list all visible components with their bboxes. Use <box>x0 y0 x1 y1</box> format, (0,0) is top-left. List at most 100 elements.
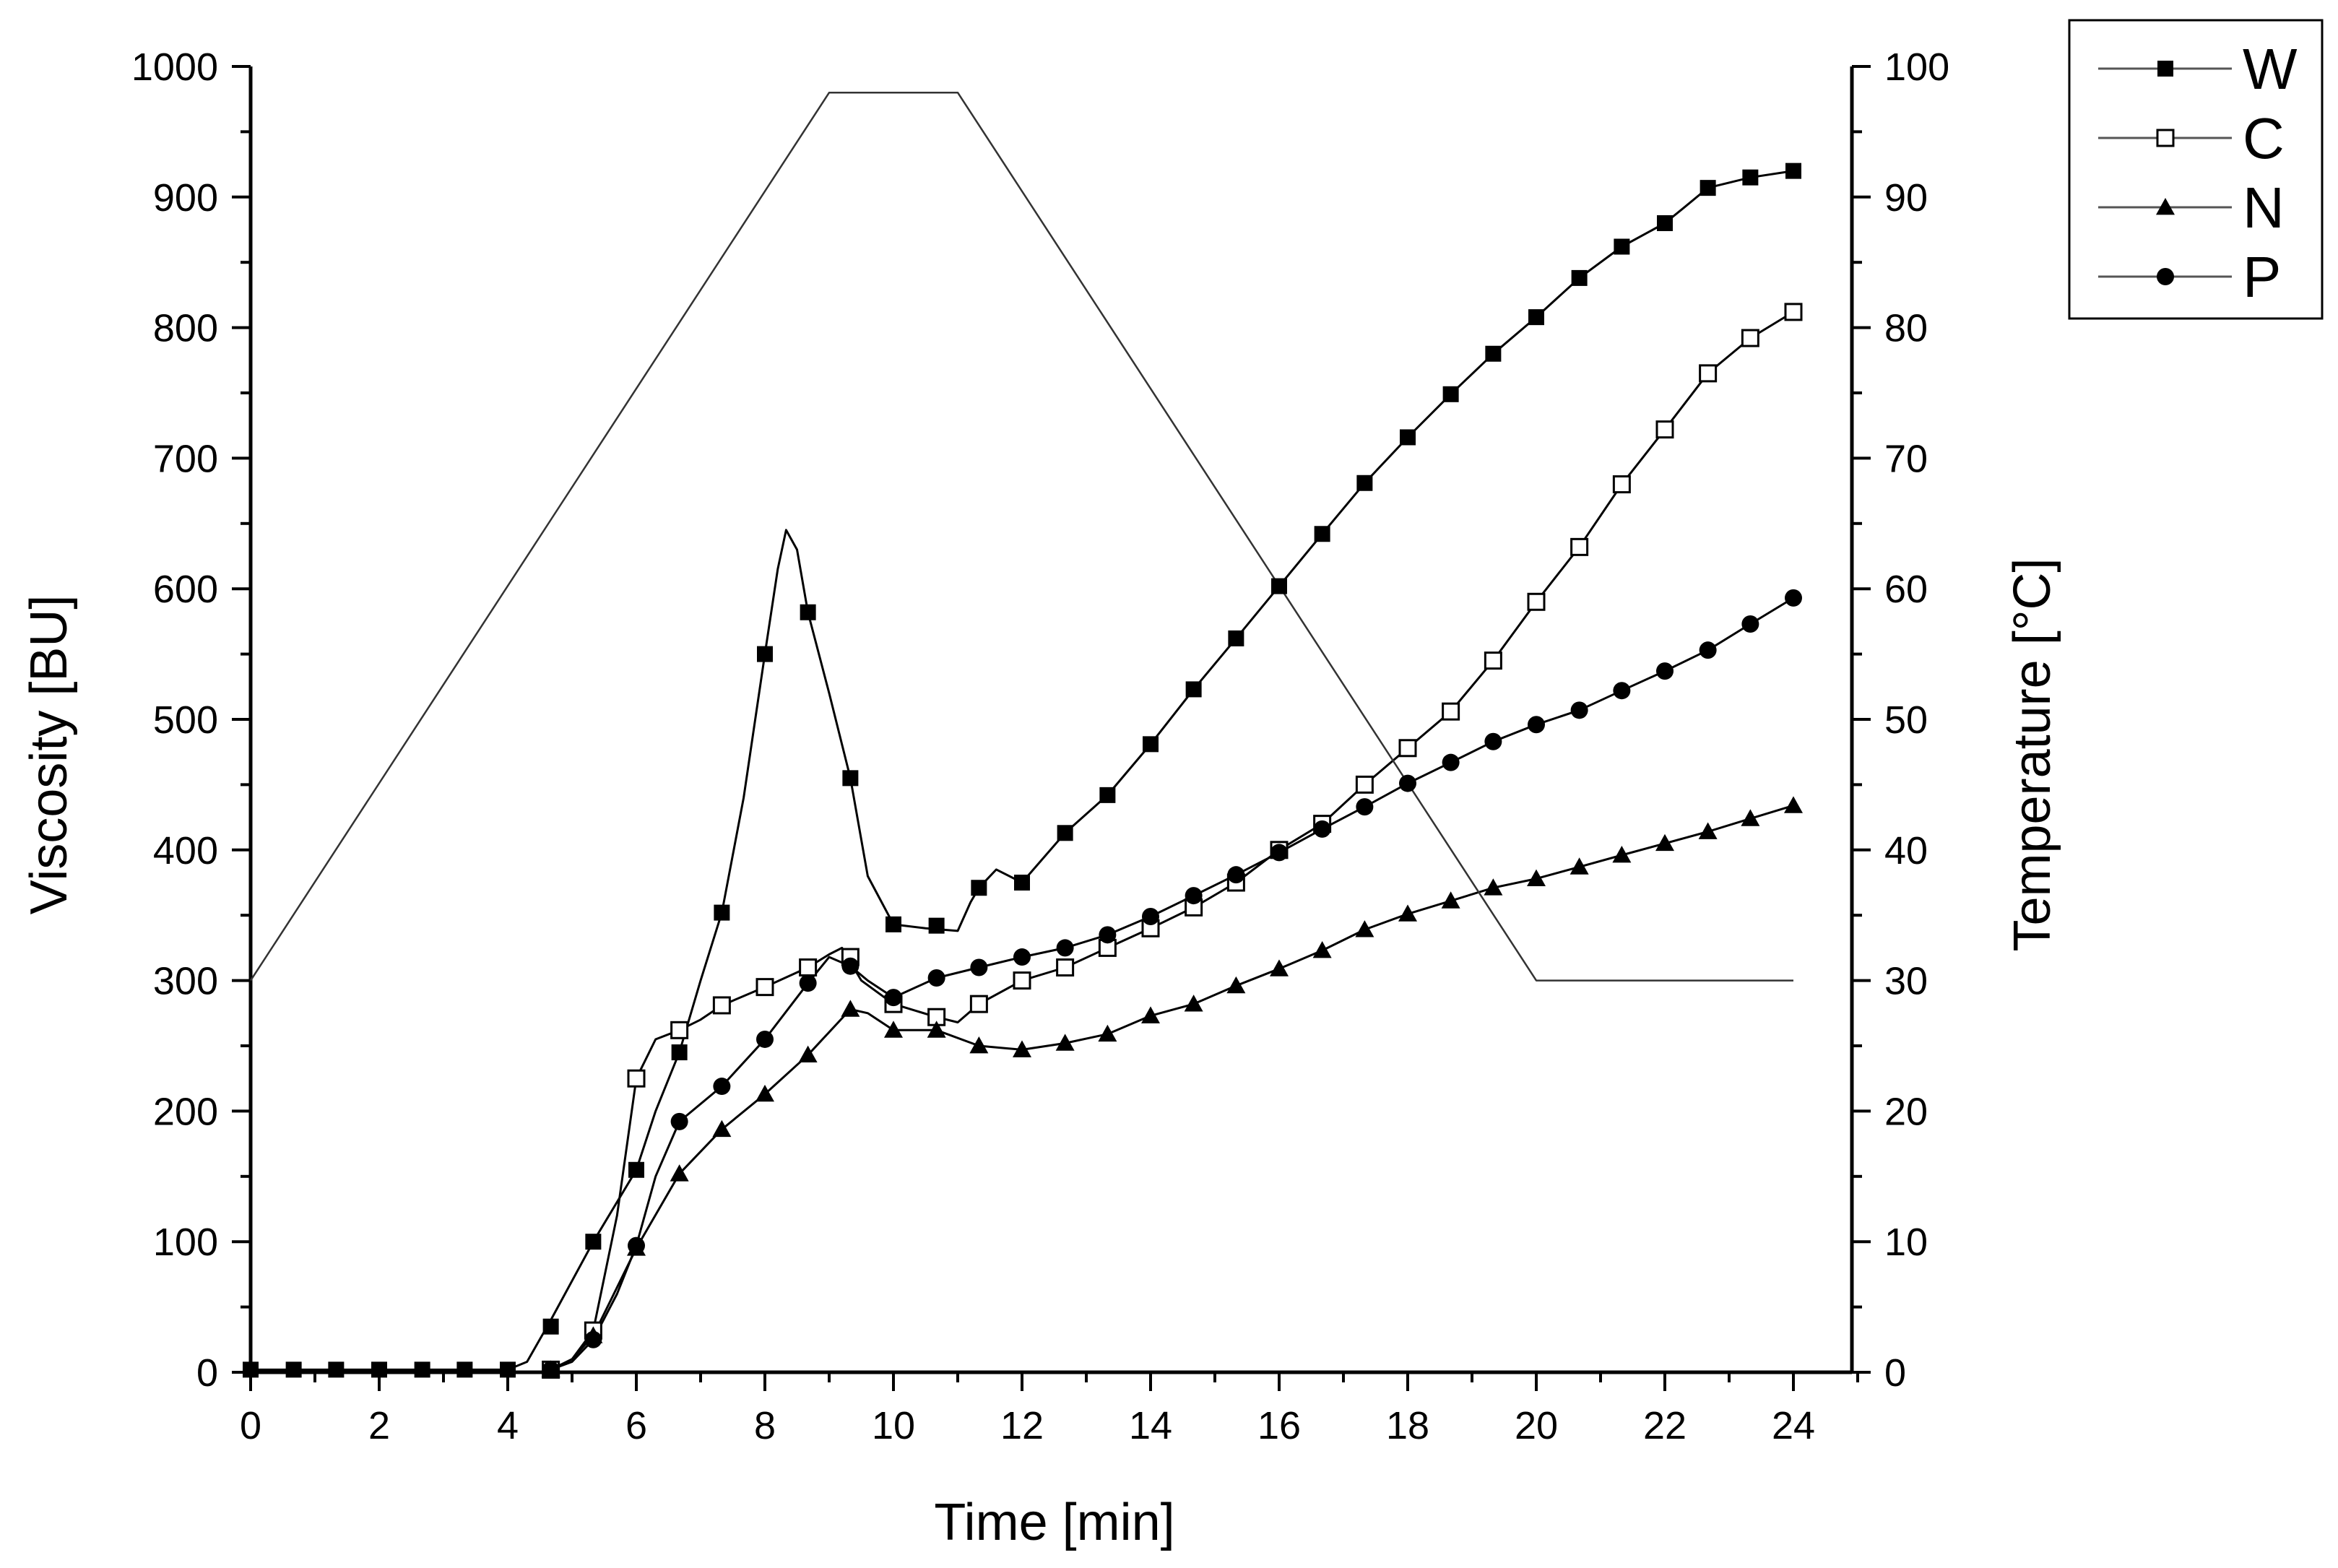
y-tick-label: 1000 <box>131 46 218 89</box>
series-point-c <box>1442 702 1460 721</box>
series-point-c <box>1655 420 1674 439</box>
series-point-p <box>1099 926 1117 944</box>
series-point-c <box>1398 739 1417 758</box>
series-point-w <box>1356 475 1373 491</box>
y2-tick-label: 20 <box>1884 1090 1928 1133</box>
y2-axis-title: Temperature [°C] <box>2004 558 2061 952</box>
series-point-n <box>1527 869 1546 886</box>
x-tick-label: 2 <box>368 1404 390 1447</box>
series-point-p <box>1484 732 1502 750</box>
series-point-w <box>1614 238 1630 255</box>
series-point-w <box>585 1234 602 1250</box>
series-point-w <box>1785 163 1801 179</box>
series-point-w <box>971 880 987 896</box>
series-point-p <box>713 1078 731 1096</box>
y2-tick-label: 10 <box>1884 1221 1928 1264</box>
series-point-c <box>1484 651 1502 670</box>
series-point-c <box>627 1069 646 1088</box>
series-point-n <box>1398 904 1417 922</box>
series-point-p <box>584 1330 602 1348</box>
legend-box <box>2068 19 2324 320</box>
legend-label-n: N <box>2243 176 2285 240</box>
series-point-p <box>1741 615 1759 633</box>
series-point-p <box>1528 716 1545 734</box>
series-point-w <box>542 1318 559 1335</box>
x-tick-label: 12 <box>1000 1404 1044 1447</box>
series-point-n <box>1570 857 1589 875</box>
series-point-n <box>798 1045 818 1063</box>
series-point-c <box>1355 775 1374 794</box>
legend-label-p: P <box>2243 245 2281 309</box>
series-point-w <box>1057 825 1073 841</box>
series-point-p <box>1227 866 1245 884</box>
y-tick-label: 800 <box>153 307 218 350</box>
legend-marker-n <box>2156 198 2175 215</box>
x-tick-label: 6 <box>625 1404 647 1447</box>
series-point-w <box>1442 386 1459 402</box>
y-tick-label: 200 <box>153 1090 218 1133</box>
series-point-p <box>1313 820 1331 838</box>
series-point-p <box>542 1361 560 1379</box>
series-point-w <box>928 917 945 934</box>
series-point-w <box>1485 345 1502 362</box>
series-point-p <box>1399 774 1416 792</box>
x-tick-label: 20 <box>1515 1404 1558 1447</box>
series-point-n <box>927 1021 946 1038</box>
series-point-p <box>1013 948 1031 966</box>
series-point-w <box>1271 578 1287 594</box>
series-point-p <box>1356 798 1374 816</box>
y2-ticks-group: 0 10 20 30 40 50 60 70 80 90 100 <box>1852 46 1949 1395</box>
series-point-c <box>1056 958 1075 977</box>
series-point-n <box>1098 1024 1117 1042</box>
series-point-w <box>1228 630 1244 646</box>
y-tick-label: 300 <box>153 960 218 1003</box>
legend-marker-p <box>2157 268 2174 285</box>
x-tick-label: 18 <box>1386 1404 1429 1447</box>
series-point-n <box>1612 846 1632 863</box>
x-ticks-group: 0 2 4 6 8 10 12 14 16 18 20 22 24 <box>240 1372 1859 1447</box>
y-tick-label: 0 <box>196 1351 218 1395</box>
series-point-w <box>671 1044 688 1061</box>
series-point-c <box>755 978 774 997</box>
series-point-w <box>1185 681 1202 698</box>
series-point-p <box>1656 662 1674 680</box>
y-ticks-group: 0 100 200 300 400 500 600 700 800 900 1000 <box>131 46 251 1395</box>
series-point-w <box>628 1161 644 1178</box>
y-axis-title: Viscosity [BU] <box>20 595 78 915</box>
series-point-w <box>414 1361 430 1378</box>
series-point-c <box>1784 303 1803 321</box>
y-tick-label: 700 <box>153 437 218 480</box>
y2-tick-label: 70 <box>1884 437 1928 480</box>
series-point-p <box>628 1236 645 1255</box>
y-tick-label: 400 <box>153 829 218 872</box>
y2-tick-label: 30 <box>1884 960 1928 1003</box>
series-point-n <box>755 1084 774 1102</box>
series-point-w <box>328 1361 345 1378</box>
series-point-w <box>842 770 859 787</box>
series-point-n <box>1312 941 1332 958</box>
series-point-p <box>885 989 902 1007</box>
series-point-w <box>757 646 773 662</box>
series-point-w <box>1657 215 1673 231</box>
series-point-n <box>1355 920 1374 937</box>
x-tick-label: 0 <box>240 1404 261 1447</box>
series-line-n <box>540 804 1794 1374</box>
series-point-n <box>1484 878 1503 896</box>
x-axis-title: Time [min] <box>934 1494 1174 1551</box>
series-point-w <box>1571 269 1588 286</box>
series-point-w <box>800 604 816 620</box>
series-point-c <box>969 995 988 1013</box>
series-point-w <box>1742 169 1759 186</box>
series-point-n <box>1698 822 1718 839</box>
series-point-p <box>927 969 945 987</box>
y-tick-label: 500 <box>153 698 218 742</box>
series-point-w <box>500 1361 516 1378</box>
x-tick-label: 14 <box>1129 1404 1172 1447</box>
series-point-n <box>1441 891 1460 909</box>
series-point-c <box>1741 329 1759 347</box>
series-point-p <box>1785 589 1802 607</box>
y2-tick-label: 40 <box>1884 829 1928 872</box>
